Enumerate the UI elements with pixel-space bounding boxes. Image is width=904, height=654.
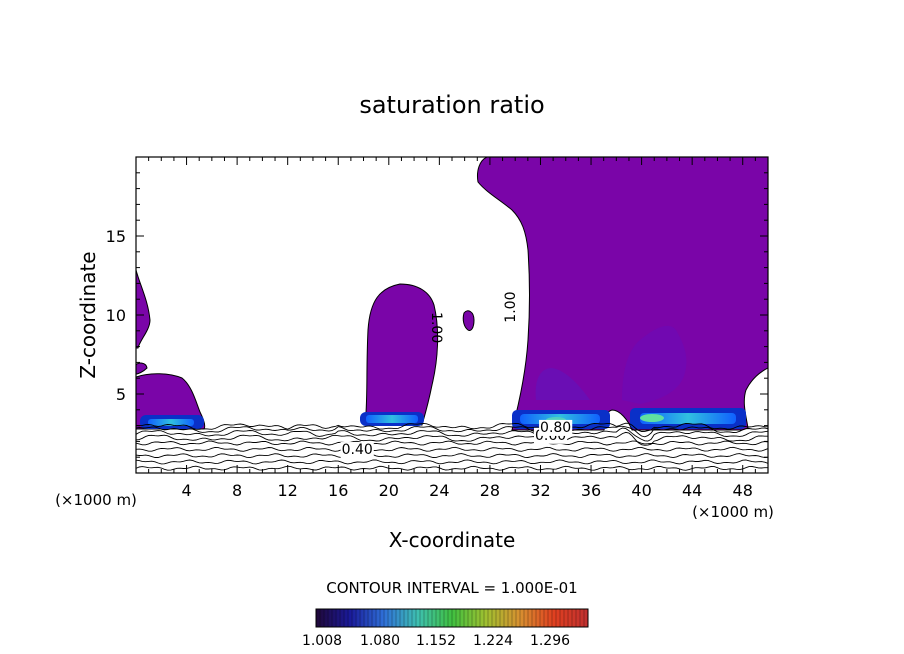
colorbar-gradient	[316, 609, 588, 627]
y-tick-label: 10	[106, 306, 126, 325]
x-tick-label: 44	[682, 481, 702, 500]
contour-label-bg	[539, 419, 573, 436]
contour-line	[136, 446, 768, 452]
contour-line	[136, 459, 768, 465]
contour-labels: 0.400.600.801.001.00	[340, 292, 573, 459]
contour-label: 1.00	[503, 292, 519, 323]
colorbar-tick-label: 1.224	[473, 633, 513, 649]
y-axis-ticks: 5 10 15	[106, 172, 768, 458]
contour-lines	[136, 422, 768, 471]
x-axis-label: X-coordinate	[389, 528, 516, 552]
x-tick-label: 48	[733, 481, 753, 500]
colorbar: 1.008 1.080 1.152 1.224 1.296	[302, 608, 589, 649]
x-tick-label: 12	[278, 481, 298, 500]
x-tick-label: 16	[328, 481, 348, 500]
contour-line	[136, 431, 768, 446]
contour-label: 0.80	[540, 420, 571, 436]
y-axis-label: Z-coordinate	[76, 251, 100, 378]
cloud-left	[136, 269, 206, 430]
x-axis-ticks: 4 8 12 16 20 24 28 32 36 40 44 48	[148, 157, 756, 500]
cloud-small	[462, 310, 475, 331]
x-tick-label: 32	[530, 481, 550, 500]
cloud-right	[477, 157, 768, 431]
contour-line	[136, 427, 768, 442]
contour-line	[136, 453, 768, 459]
supersaturation-hotspots	[140, 408, 746, 429]
y-tick-label: 5	[116, 385, 126, 404]
contour-interval-label: CONTOUR INTERVAL = 1.000E-01	[326, 579, 577, 597]
cloud-right-shade	[622, 325, 687, 404]
colorbar-tick-label: 1.296	[530, 633, 570, 649]
x-tick-label: 4	[181, 481, 191, 500]
contour-line	[136, 422, 768, 432]
contour-label-bg	[340, 442, 374, 459]
x-tick-label: 8	[232, 481, 242, 500]
cloud-fill-regions	[136, 157, 768, 431]
x-tick-label: 40	[631, 481, 651, 500]
colorbar-tick-label: 1.152	[416, 633, 456, 649]
x-tick-label: 36	[581, 481, 601, 500]
contour-label: 0.40	[342, 442, 373, 458]
x-tick-label: 24	[429, 481, 449, 500]
contour-line	[136, 440, 768, 446]
colorbar-tick-label: 1.080	[360, 633, 400, 649]
contour-label: 1.00	[428, 312, 444, 343]
colorbar-tick-label: 1.008	[302, 633, 342, 649]
contour-line	[136, 425, 768, 438]
chart-title: saturation ratio	[359, 91, 544, 119]
y-tick-label: 15	[106, 227, 126, 246]
cloud-middle	[364, 283, 439, 426]
cloud-right-shade	[535, 368, 590, 400]
x-unit-label-right: (×1000 m)	[692, 503, 774, 521]
colorbar-tick-labels: 1.008 1.080 1.152 1.224 1.296	[302, 633, 570, 649]
x-tick-label: 20	[379, 481, 399, 500]
x-tick-label: 28	[480, 481, 500, 500]
colorbar-stripes	[319, 609, 585, 627]
x-unit-label-left: (×1000 m)	[55, 491, 137, 509]
colorbar-frame	[315, 608, 589, 628]
